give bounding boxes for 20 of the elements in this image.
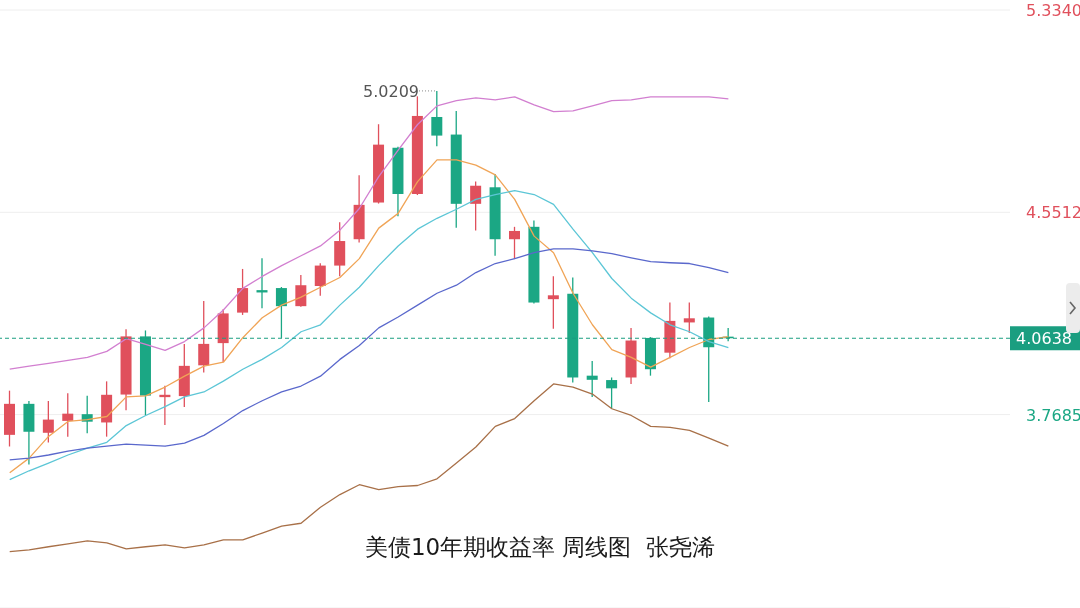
annotation: 5.0209 xyxy=(363,81,420,101)
text: 美债10年期收益率 周线图 张尧浠 xyxy=(363,533,717,562)
candlestick xyxy=(198,300,210,374)
candlestick xyxy=(683,301,695,334)
candlestick xyxy=(586,360,598,398)
candlestick xyxy=(547,275,559,330)
y-tick-label: 3.7685 xyxy=(1026,405,1080,425)
y-tick-label: 4.5512 xyxy=(1026,203,1080,223)
candlestick xyxy=(606,376,618,410)
candlestick xyxy=(509,226,520,260)
candlestick xyxy=(431,90,443,147)
ref-line-label: 4.0638 xyxy=(1016,329,1072,349)
line-series xyxy=(9,248,730,461)
candlestick xyxy=(62,392,74,438)
candlestick xyxy=(295,274,307,308)
y-tick-label: 5.3340 xyxy=(1026,1,1080,20)
candlestick xyxy=(470,180,482,232)
candlestick xyxy=(42,400,54,444)
candlestick xyxy=(314,262,326,297)
line-series xyxy=(9,96,730,370)
